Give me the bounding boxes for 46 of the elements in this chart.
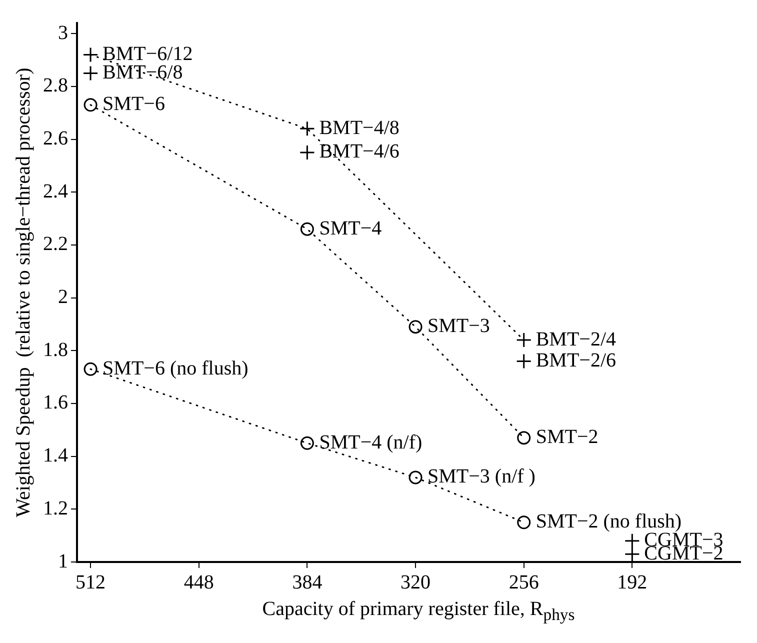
x-tick-label: 320 bbox=[400, 571, 431, 594]
annotation: BMT−4/8 bbox=[319, 116, 400, 139]
y-tick-label: 2.8 bbox=[43, 74, 68, 97]
point bbox=[408, 470, 422, 484]
point bbox=[82, 46, 98, 62]
y-tick-label: 2.2 bbox=[43, 233, 68, 256]
point bbox=[300, 222, 314, 236]
annotation: SMT−3 (n/f ) bbox=[428, 466, 536, 488]
y-tick-label: 1.4 bbox=[43, 444, 68, 467]
point bbox=[84, 362, 98, 376]
point bbox=[82, 65, 98, 81]
annotation: SMT−2 bbox=[536, 426, 598, 448]
x-axis-title: Capacity of primary register file, R$_{phys}$ bbox=[261, 598, 576, 625]
y-tick-label: 2.6 bbox=[43, 128, 68, 150]
y-tick-label: 1.2 bbox=[43, 497, 68, 520]
y-tick-label: 1 bbox=[58, 550, 68, 572]
point bbox=[624, 533, 640, 549]
y-tick-label: 3 bbox=[58, 22, 68, 44]
y-tick-label: 1.8 bbox=[43, 338, 68, 361]
annotation: SMT−4 bbox=[319, 217, 382, 240]
annotation: SMT−6 bbox=[102, 93, 165, 116]
x-tick-label: 384 bbox=[292, 571, 322, 594]
point bbox=[300, 436, 314, 450]
annotation: BMT−2/4 bbox=[536, 328, 616, 350]
annotation: SMT−4 (n/f) bbox=[319, 431, 422, 454]
point bbox=[516, 353, 532, 369]
x-tick-label: 448 bbox=[184, 571, 214, 594]
x-tick-label: 256 bbox=[508, 571, 539, 594]
x-tick-label: 512 bbox=[76, 571, 106, 594]
point bbox=[299, 120, 315, 136]
point bbox=[84, 98, 98, 112]
y-tick-label: 1.6 bbox=[43, 392, 68, 414]
point bbox=[408, 320, 422, 334]
annotation: BMT−4/6 bbox=[319, 140, 400, 163]
point bbox=[517, 516, 531, 530]
y-tick-label: 2 bbox=[58, 286, 68, 308]
annotation: SMT−6 (no flush) bbox=[102, 357, 248, 380]
point bbox=[516, 332, 532, 348]
annotation: BMT−2/6 bbox=[536, 349, 616, 372]
annotation: SMT−2 (no flush) bbox=[536, 510, 682, 533]
x-tick-label: 192 bbox=[617, 571, 648, 594]
y-tick-label: 2.4 bbox=[43, 180, 68, 202]
y-axis-title: Weighted Speedup (relative to single−thread processor) bbox=[12, 68, 34, 518]
point bbox=[517, 431, 531, 445]
annotation: SMT−3 bbox=[428, 315, 490, 338]
point bbox=[299, 144, 315, 160]
